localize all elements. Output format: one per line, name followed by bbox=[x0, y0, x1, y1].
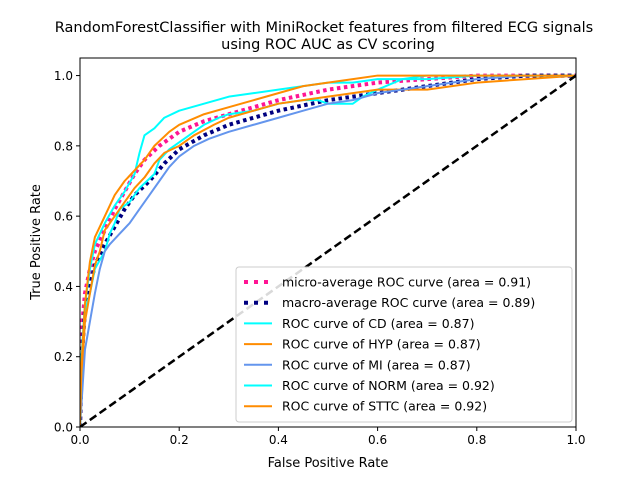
series-line-5 bbox=[80, 74, 576, 427]
series-line-6 bbox=[80, 74, 576, 427]
y-tick-label: 0.0 bbox=[54, 421, 73, 435]
series-line-0 bbox=[80, 73, 576, 427]
y-tick-label: 0.4 bbox=[54, 280, 73, 294]
series-layer bbox=[80, 73, 576, 427]
y-tick-label: 1.0 bbox=[54, 69, 73, 83]
x-tick-label: 1.0 bbox=[566, 433, 585, 447]
legend-label: ROC curve of MI (area = 0.87) bbox=[282, 357, 471, 372]
legend-items: micro-average ROC curve (area = 0.91) mac… bbox=[244, 275, 535, 414]
x-tick-label: 0.6 bbox=[368, 433, 387, 447]
y-axis-label: True Positive Rate bbox=[29, 184, 44, 301]
chart-subtitle: using ROC AUC as CV scoring bbox=[221, 37, 435, 53]
legend-label: ROC curve of HYP (area = 0.87) bbox=[282, 337, 481, 352]
chart-title: RandomForestClassifier with MiniRocket f… bbox=[55, 20, 593, 36]
y-tick-label: 0.8 bbox=[54, 139, 73, 153]
y-tick-label: 0.6 bbox=[54, 210, 73, 224]
diagonal-reference-line bbox=[80, 74, 576, 427]
x-axis-label: False Positive Rate bbox=[268, 456, 389, 471]
plot-frame bbox=[79, 57, 577, 428]
legend-frame bbox=[235, 266, 573, 423]
legend: micro-average ROC curve (area = 0.91) mac… bbox=[235, 266, 573, 423]
x-tick-label: 0.8 bbox=[467, 433, 486, 447]
legend-label: macro-average ROC curve (area = 0.89) bbox=[282, 295, 535, 310]
legend-label: ROC curve of NORM (area = 0.92) bbox=[282, 378, 495, 393]
series-line-4 bbox=[80, 74, 576, 427]
y-axis: 0.0 0.2 0.4 0.6 0.8 1.0 bbox=[54, 69, 80, 435]
x-tick-label: 0.4 bbox=[269, 433, 288, 447]
series-line-3 bbox=[80, 74, 576, 427]
plot-area bbox=[79, 57, 577, 428]
y-tick-label: 0.2 bbox=[54, 350, 73, 364]
legend-label: ROC curve of STTC (area = 0.92) bbox=[282, 399, 487, 414]
legend-label: micro-average ROC curve (area = 0.91) bbox=[282, 275, 531, 290]
x-tick-label: 0.2 bbox=[170, 433, 189, 447]
x-tick-label: 0.0 bbox=[70, 433, 89, 447]
legend-label: ROC curve of CD (area = 0.87) bbox=[282, 316, 474, 331]
x-axis: 0.0 0.2 0.4 0.6 0.8 1.0 bbox=[70, 427, 586, 447]
